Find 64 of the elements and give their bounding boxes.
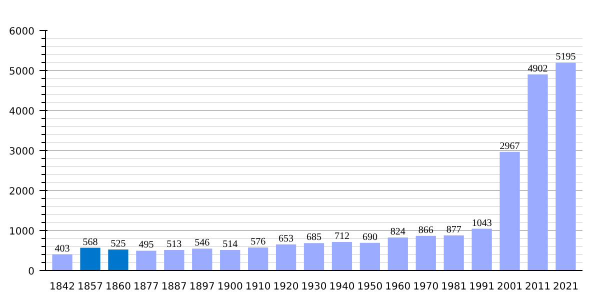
data-label: 685 — [306, 232, 322, 244]
x-tick-label: 1857 — [78, 282, 103, 292]
x-tick-label: 2021 — [552, 282, 578, 292]
data-label: 712 — [334, 231, 350, 242]
data-label: 653 — [278, 233, 294, 244]
x-tick-label: 1970 — [413, 282, 439, 292]
x-tick-label: 1981 — [441, 282, 467, 292]
data-label: 514 — [222, 238, 238, 250]
x-tick-label: 1877 — [133, 282, 159, 292]
x-tick-label: 1920 — [273, 282, 299, 292]
data-label: 546 — [194, 238, 210, 249]
data-label: 877 — [446, 224, 462, 236]
x-tick-label: 1900 — [217, 282, 243, 292]
data-label: 576 — [250, 236, 266, 248]
bar — [108, 250, 128, 270]
bar — [416, 236, 436, 270]
bar — [220, 250, 240, 270]
bar — [304, 243, 324, 270]
bar — [248, 247, 268, 270]
y-tick-label: 2000 — [9, 186, 35, 198]
bar — [52, 254, 72, 270]
y-tick-label: 0 — [28, 266, 35, 278]
bar — [136, 250, 156, 270]
data-label: 403 — [54, 243, 70, 254]
data-label: 866 — [418, 224, 434, 236]
bar — [332, 242, 352, 270]
bar — [500, 152, 520, 270]
data-label: 568 — [82, 236, 98, 248]
bar — [472, 228, 492, 270]
bar — [276, 244, 296, 270]
bar — [192, 248, 212, 270]
x-tick-label: 2011 — [525, 282, 550, 292]
bar — [360, 242, 380, 270]
y-tick-label: 5000 — [9, 66, 35, 78]
x-tick-label: 1940 — [329, 282, 355, 292]
x-tick-label: 1910 — [245, 282, 271, 292]
bar — [80, 248, 100, 270]
bar — [528, 74, 548, 270]
data-label: 4902 — [528, 63, 548, 74]
x-tick-label: 1930 — [301, 282, 327, 292]
data-label: 824 — [390, 226, 406, 238]
x-tick-label: 1950 — [357, 282, 383, 292]
bar — [388, 238, 408, 270]
x-tick-label: 1897 — [189, 282, 215, 292]
data-label: 2967 — [500, 140, 520, 152]
x-tick-label: 1960 — [385, 282, 411, 292]
bar — [556, 62, 576, 270]
data-label: 690 — [362, 232, 378, 243]
x-tick-label: 1860 — [105, 282, 131, 292]
data-label: 513 — [166, 238, 182, 250]
y-tick-label: 4000 — [9, 106, 35, 118]
y-tick-label: 6000 — [9, 26, 35, 38]
y-tick-label: 3000 — [9, 146, 35, 158]
data-label: 495 — [138, 240, 154, 251]
x-tick-label: 2001 — [497, 282, 523, 292]
bar — [444, 235, 464, 270]
bar — [164, 250, 184, 270]
data-label: 1043 — [472, 218, 492, 229]
x-tick-label: 1887 — [161, 282, 187, 292]
y-tick-label: 1000 — [9, 226, 35, 238]
x-tick-label: 1842 — [50, 282, 76, 292]
x-tick-label: 1991 — [469, 282, 495, 292]
data-label: 525 — [110, 238, 126, 250]
data-label: 5195 — [556, 52, 576, 63]
